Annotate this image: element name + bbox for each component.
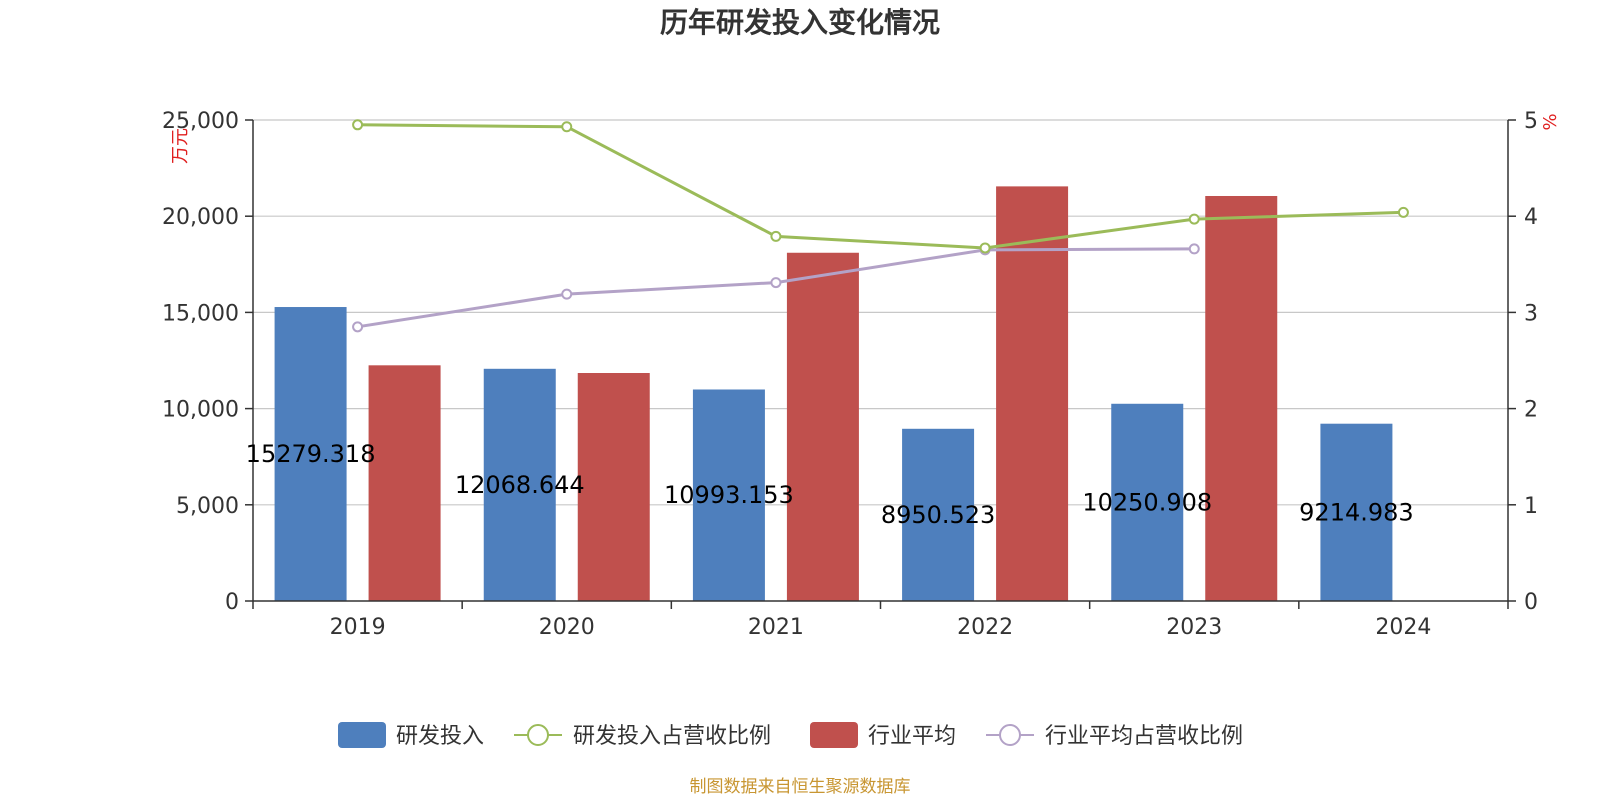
source-note: 制图数据来自恒生聚源数据库 <box>690 777 911 797</box>
data-label-rd: 10250.908 <box>1082 488 1212 516</box>
left-tick-label: 25,000 <box>162 109 239 134</box>
legend-label-industry: 行业平均 <box>868 724 956 749</box>
bar-industry <box>368 365 441 601</box>
right-tick-label: 1 <box>1524 494 1538 519</box>
left-tick-label: 10,000 <box>162 398 239 423</box>
bar-industry <box>996 186 1069 602</box>
bar-rd <box>692 389 765 601</box>
rd-ratio-point <box>352 119 364 131</box>
lines <box>352 119 1409 333</box>
legend-label-rd: 研发投入 <box>396 724 484 749</box>
bar-rd <box>1320 423 1393 601</box>
data-label-rd: 10993.153 <box>664 481 794 509</box>
rd-ratio-point <box>1188 213 1200 225</box>
x-tick-label: 2022 <box>957 615 1013 640</box>
bar-rd <box>1111 403 1184 601</box>
industry-ratio-point <box>352 321 364 333</box>
data-label-rd: 12068.644 <box>455 471 585 499</box>
left-tick-label: 15,000 <box>162 301 239 326</box>
left-tick-label: 0 <box>225 590 239 615</box>
legend-item-rd-ratio[interactable]: 研发投入占营收比例 <box>514 724 771 749</box>
bars <box>274 186 1393 602</box>
bar-rd <box>902 428 975 601</box>
x-tick-label: 2024 <box>1375 615 1431 640</box>
bar-industry <box>1205 195 1278 602</box>
right-tick-label: 5 <box>1524 109 1538 134</box>
x-tick-label: 2023 <box>1166 615 1222 640</box>
industry-ratio-point <box>561 288 573 300</box>
right-tick-label: 0 <box>1524 590 1538 615</box>
bar-industry <box>577 373 650 601</box>
legend-item-rd[interactable]: 研发投入 <box>338 722 484 749</box>
legend-swatch-rd <box>338 722 386 748</box>
bar-rd <box>274 307 347 601</box>
right-axis-unit: % <box>1540 113 1561 130</box>
data-label-rd: 15279.318 <box>246 440 376 468</box>
rd-ratio-point <box>1397 206 1409 218</box>
legend-label-rd-ratio: 研发投入占营收比例 <box>573 724 771 749</box>
rd-ratio-point <box>770 230 782 242</box>
rd-ratio-line <box>357 123 1404 250</box>
right-tick-label: 3 <box>1524 301 1538 326</box>
legend: 研发投入 研发投入占营收比例 行业平均 行业平均占营收比例 <box>338 722 1243 749</box>
bar-industry <box>786 252 859 602</box>
legend-swatch-industry <box>810 722 858 748</box>
left-axis-unit: 万元 <box>170 128 191 164</box>
chart-title: 历年研发投入变化情况 <box>660 6 940 39</box>
legend-marker-rd-ratio <box>527 724 549 746</box>
right-tick-label: 4 <box>1524 205 1538 230</box>
legend-marker-industry-ratio <box>999 724 1021 746</box>
bar-rd <box>483 368 556 601</box>
x-tick-label: 2019 <box>330 615 386 640</box>
right-tick-label: 2 <box>1524 398 1538 423</box>
left-tick-label: 5,000 <box>176 494 239 519</box>
industry-ratio-point <box>770 277 782 289</box>
x-tick-label: 2021 <box>748 615 804 640</box>
data-labels: 15279.318 12068.644 10993.153 8950.523 10250… <box>246 440 1414 529</box>
x-tick-label: 2020 <box>539 615 595 640</box>
legend-item-industry-ratio[interactable]: 行业平均占营收比例 <box>986 724 1243 749</box>
data-label-rd: 9214.983 <box>1299 498 1414 526</box>
left-tick-label: 20,000 <box>162 205 239 230</box>
legend-item-industry[interactable]: 行业平均 <box>810 722 956 749</box>
legend-label-industry-ratio: 行业平均占营收比例 <box>1045 724 1243 749</box>
rd-ratio-point <box>561 121 573 133</box>
rd-ratio-point <box>979 242 991 254</box>
industry-ratio-point <box>1188 243 1200 255</box>
data-label-rd: 8950.523 <box>881 501 996 529</box>
axes: 0 5,000 10,000 15,000 20,000 25,000 0 1 2 3 4 5 2019… <box>162 109 1538 640</box>
